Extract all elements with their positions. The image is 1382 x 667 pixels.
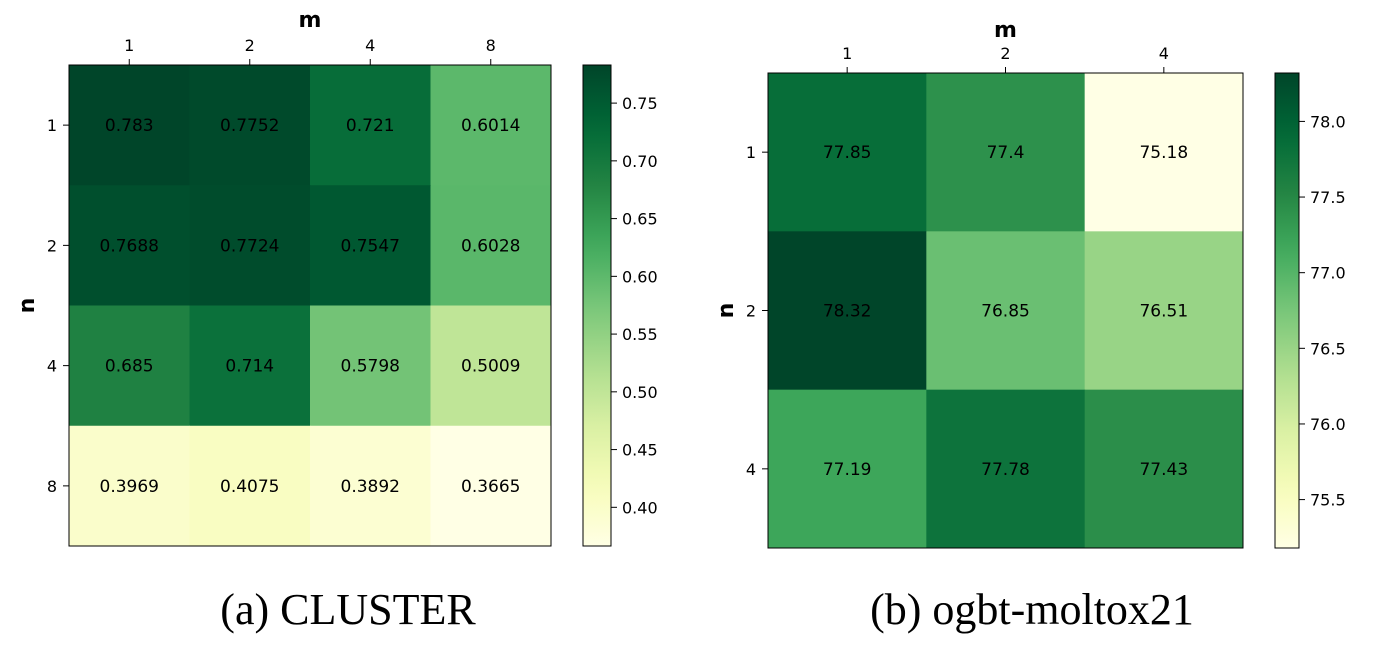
y-tick-label: 2 xyxy=(746,302,756,321)
heatmap-cell xyxy=(1084,389,1244,549)
heatmap-cell xyxy=(430,185,552,306)
heatmap-cell xyxy=(1084,73,1244,232)
cell-label: 0.3969 xyxy=(100,477,159,497)
cell-label: 0.7547 xyxy=(341,236,400,256)
heatmap-cell xyxy=(430,65,552,186)
x-tick-label: 2 xyxy=(245,36,255,55)
cell-label: 76.85 xyxy=(981,302,1030,322)
cell-label: 75.18 xyxy=(1139,143,1188,163)
cell-label: 0.721 xyxy=(346,116,395,136)
x-axis-title: m xyxy=(299,8,322,33)
cell-label: 0.7724 xyxy=(220,236,279,256)
cell-label: 0.7688 xyxy=(100,236,159,256)
heatmap-cell xyxy=(310,185,431,306)
x-tick-label: 1 xyxy=(124,36,134,55)
cell-label: 0.6014 xyxy=(461,116,520,136)
x-tick-label: 4 xyxy=(1159,44,1169,63)
x-tick-label: 1 xyxy=(842,44,852,63)
cell-label: 77.19 xyxy=(823,460,872,480)
heatmap-cell xyxy=(430,305,552,427)
colorbar-tick-label: 77.0 xyxy=(1310,264,1346,283)
heatmap-cell xyxy=(310,65,431,186)
cell-label: 0.783 xyxy=(105,116,154,136)
heatmap-cell xyxy=(69,425,190,547)
heatmap-cell xyxy=(189,185,311,306)
y-axis-title: n xyxy=(15,298,40,314)
cell-label: 0.6028 xyxy=(461,236,520,256)
y-axis-title: n xyxy=(714,303,739,319)
colorbar-tick-label: 0.45 xyxy=(622,441,658,460)
colorbar-tick-label: 76.0 xyxy=(1310,415,1346,434)
colorbar xyxy=(582,64,612,547)
y-tick-label: 4 xyxy=(47,357,57,376)
heatmap-cell xyxy=(69,65,190,186)
colorbar-tick-label: 0.70 xyxy=(622,152,658,171)
cell-label: 0.5798 xyxy=(341,357,400,377)
colorbar xyxy=(1274,72,1300,549)
x-tick-label: 2 xyxy=(1000,44,1010,63)
cell-label: 0.714 xyxy=(225,357,274,377)
heatmap-cell xyxy=(926,389,1086,549)
colorbar-tick-label: 75.5 xyxy=(1310,491,1346,510)
cell-label: 77.4 xyxy=(987,143,1025,163)
heatmap-cell xyxy=(310,305,431,427)
colorbar-tick-label: 0.50 xyxy=(622,383,658,402)
y-tick-label: 1 xyxy=(746,143,756,162)
cell-label: 0.3665 xyxy=(461,477,520,497)
cell-label: 0.4075 xyxy=(220,477,279,497)
cell-label: 0.7752 xyxy=(220,116,279,136)
colorbar-tick-label: 0.40 xyxy=(622,498,658,517)
subfigure-caption: (b) ogbt-moltox21 xyxy=(870,585,1194,634)
heatmap-cell xyxy=(189,305,311,427)
y-tick-label: 8 xyxy=(47,477,57,496)
cell-label: 77.78 xyxy=(981,460,1030,480)
cell-label: 0.685 xyxy=(105,357,154,377)
heatmap-cell xyxy=(189,65,311,186)
cell-label: 77.85 xyxy=(823,143,872,163)
cell-label: 77.43 xyxy=(1139,460,1188,480)
x-tick-label: 8 xyxy=(486,36,496,55)
y-tick-label: 2 xyxy=(47,236,57,255)
y-tick-label: 4 xyxy=(746,460,756,479)
cell-label: 78.32 xyxy=(823,302,872,322)
y-tick-label: 1 xyxy=(47,116,57,135)
heatmap-cell xyxy=(768,73,927,232)
heatmap-cell xyxy=(768,389,927,549)
heatmap-cell xyxy=(926,231,1086,391)
colorbar-tick-label: 77.5 xyxy=(1310,188,1346,207)
cell-label: 76.51 xyxy=(1139,302,1188,322)
plot-frame xyxy=(68,64,552,547)
heatmap-cell xyxy=(1084,231,1244,391)
subfigure-caption: (a) CLUSTER xyxy=(220,585,476,634)
cell-label: 0.3892 xyxy=(341,477,400,497)
colorbar-tick-label: 78.0 xyxy=(1310,112,1346,131)
x-tick-label: 4 xyxy=(365,36,375,55)
colorbar-tick-label: 0.75 xyxy=(622,94,658,113)
heatmap-cell xyxy=(69,185,190,306)
heatmap-cell xyxy=(189,425,311,547)
heatmap-cell xyxy=(69,305,190,427)
colorbar-tick-label: 76.5 xyxy=(1310,339,1346,358)
heatmap-cell xyxy=(926,73,1086,232)
heatmap-cell xyxy=(768,231,927,391)
cell-label: 0.5009 xyxy=(461,357,520,377)
colorbar-tick-label: 0.65 xyxy=(622,210,658,229)
heatmap-cell xyxy=(310,425,431,547)
x-axis-title: m xyxy=(994,18,1017,43)
heatmap-cell xyxy=(430,425,552,547)
colorbar-tick-label: 0.55 xyxy=(622,325,658,344)
colorbar-tick-label: 0.60 xyxy=(622,267,658,286)
